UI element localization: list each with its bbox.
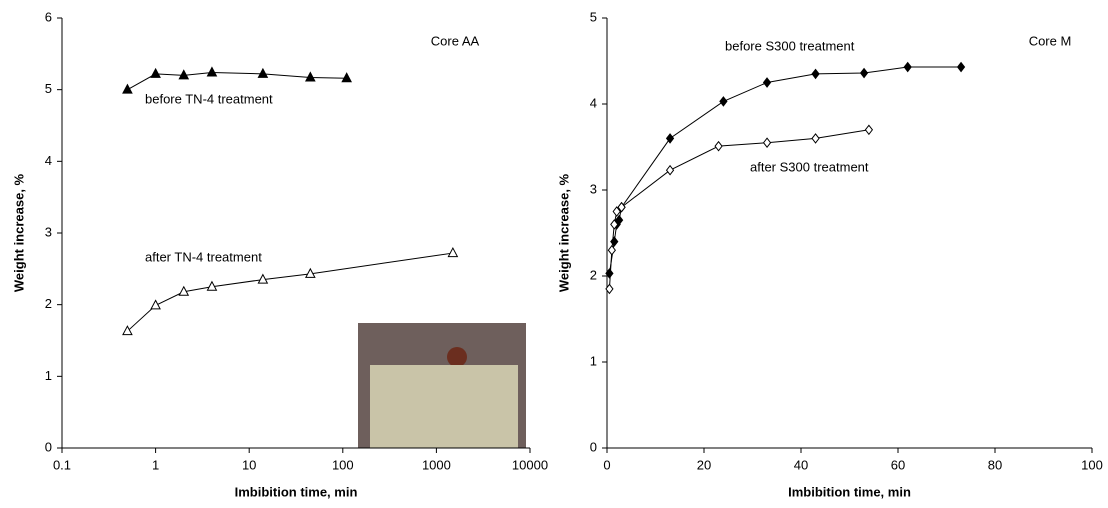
data-point: [257, 67, 269, 78]
x-tick-label: 60: [891, 457, 905, 472]
y-tick-label: 2: [590, 267, 597, 282]
data-point: [178, 69, 190, 80]
series-label: before S300 treatment: [725, 38, 855, 53]
data-point: [956, 61, 966, 73]
annotation: Core AA: [431, 33, 480, 48]
data-point: [305, 267, 316, 278]
y-tick-label: 3: [590, 181, 597, 196]
photo-coin: [447, 347, 467, 367]
x-tick-label: 20: [697, 457, 711, 472]
data-point: [762, 137, 772, 149]
data-point: [178, 285, 190, 296]
data-point: [610, 219, 619, 230]
data-point: [605, 268, 614, 279]
x-tick-label: 40: [794, 457, 808, 472]
y-tick-label: 5: [45, 81, 52, 96]
data-point: [607, 244, 616, 256]
data-point: [206, 66, 218, 77]
y-tick-label: 0: [590, 439, 597, 454]
data-point: [811, 68, 820, 80]
data-point: [614, 214, 624, 226]
x-axis-title: Imbibition time, min: [788, 484, 911, 499]
data-point: [665, 133, 675, 144]
y-tick-label: 3: [45, 224, 52, 239]
x-tick-label: 1000: [422, 457, 451, 472]
data-point: [859, 67, 869, 79]
y-tick-label: 6: [45, 9, 52, 24]
x-tick-label: 100: [332, 457, 354, 472]
x-tick-label: 100: [1081, 457, 1103, 472]
data-point: [257, 273, 269, 284]
data-point: [811, 133, 820, 144]
x-axis-title: Imbibition time, min: [235, 484, 358, 499]
y-tick-label: 0: [45, 439, 52, 454]
y-tick-label: 4: [590, 95, 597, 110]
data-point: [714, 140, 723, 152]
x-tick-label: 1: [152, 457, 159, 472]
x-tick-label: 0: [603, 457, 610, 472]
data-point: [122, 325, 133, 336]
series-label: after TN-4 treatment: [145, 249, 262, 264]
y-tick-label: 4: [45, 153, 52, 168]
data-point: [122, 83, 133, 94]
y-tick-label: 1: [590, 353, 597, 368]
data-point: [612, 206, 621, 217]
x-tick-label: 0.1: [53, 457, 71, 472]
data-point: [864, 124, 874, 136]
x-tick-label: 10: [242, 457, 256, 472]
series-line: [608, 129, 869, 289]
data-point: [150, 67, 161, 78]
x-tick-label: 80: [988, 457, 1002, 472]
data-point: [150, 299, 161, 310]
y-tick-label: 5: [590, 9, 597, 24]
y-tick-label: 2: [45, 296, 52, 311]
y-tick-label: 1: [45, 368, 52, 383]
data-point: [206, 280, 218, 291]
annotation: Core M: [1029, 33, 1072, 48]
y-axis-title: Weight increase, %: [556, 173, 571, 292]
data-point: [605, 283, 614, 295]
data-point: [617, 201, 626, 213]
data-point: [903, 61, 912, 73]
data-point: [665, 164, 675, 176]
photo-core: [370, 365, 518, 448]
data-point: [447, 246, 459, 258]
data-point: [610, 236, 619, 247]
data-point: [341, 72, 353, 83]
y-axis-title: Weight increase, %: [11, 173, 26, 292]
series-label: after S300 treatment: [750, 159, 869, 174]
data-point: [305, 71, 316, 82]
data-point: [762, 77, 772, 88]
data-point: [719, 96, 728, 107]
series-line: [127, 252, 453, 332]
series-label: before TN-4 treatment: [145, 91, 273, 106]
inset-photo: [358, 323, 526, 448]
x-tick-label: 10000: [512, 457, 548, 472]
